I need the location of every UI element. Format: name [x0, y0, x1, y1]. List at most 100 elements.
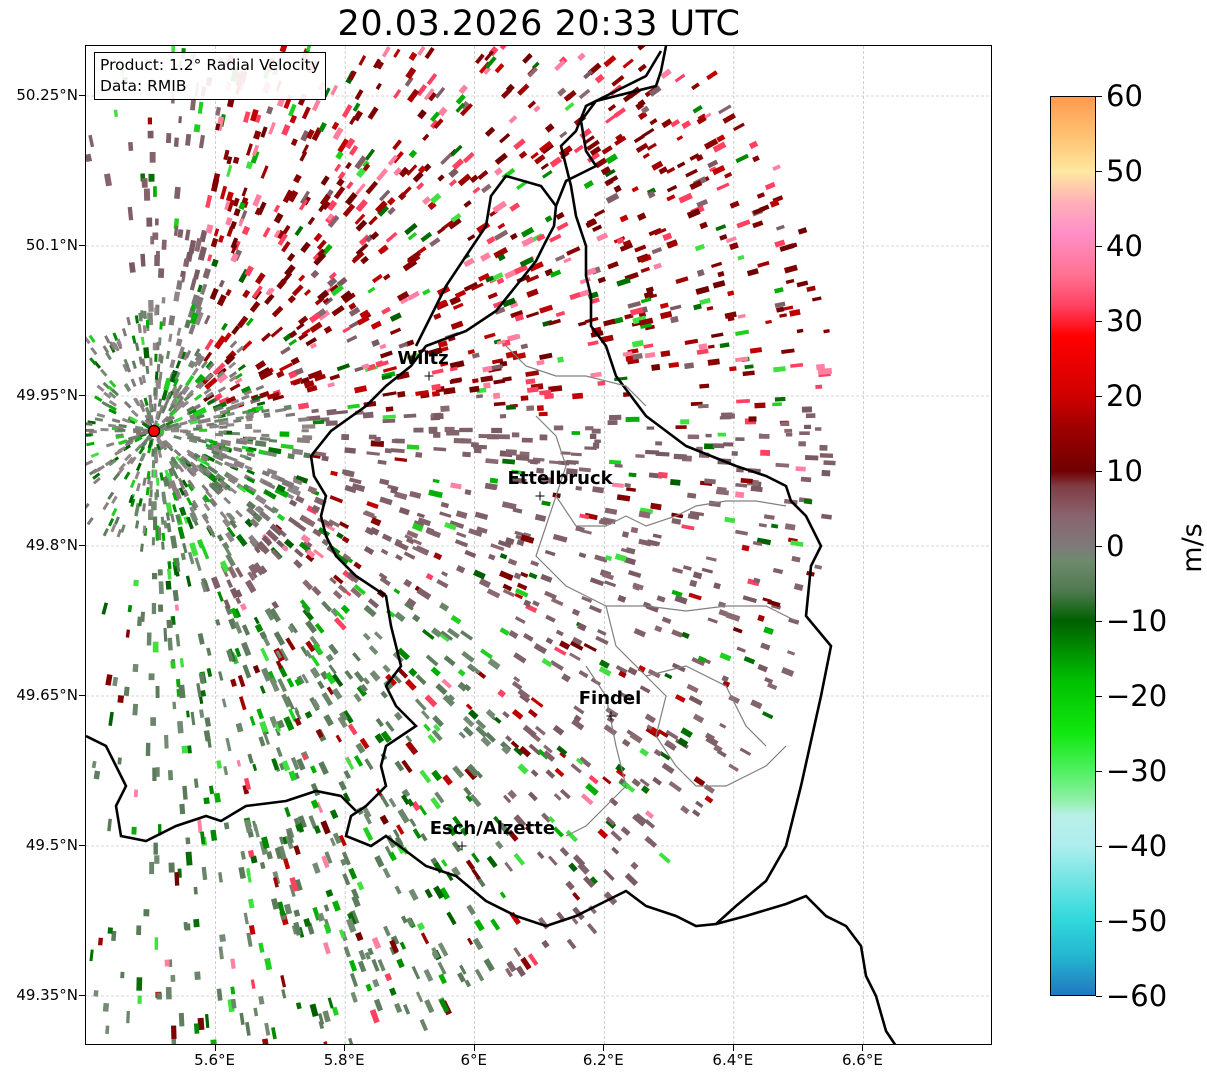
echo-cell [689, 153, 700, 161]
echo-cell [247, 408, 257, 413]
echo-cell [475, 53, 485, 65]
echo-cell [107, 818, 112, 832]
echo-cell [463, 200, 472, 208]
echo-cell [353, 755, 364, 767]
echo-cell [430, 666, 441, 677]
echo-cell [413, 427, 424, 433]
echo-cell [452, 815, 464, 829]
lon-tick-label: 6.6°E [842, 1051, 883, 1069]
lat-tick [79, 395, 85, 396]
echo-cell [333, 617, 347, 631]
echo-cell [424, 888, 433, 899]
echo-cell [283, 858, 291, 870]
echo-cell [287, 625, 295, 634]
echo-cell [107, 927, 113, 934]
echo-cell [379, 794, 390, 808]
echo-cell [438, 998, 450, 1014]
lon-tick-label: 5.6°E [194, 1051, 235, 1069]
echo-cell [114, 516, 120, 525]
echo-cell [547, 855, 558, 866]
echo-cell [635, 812, 648, 824]
echo-cell [556, 745, 568, 756]
echo-cell [380, 690, 389, 699]
echo-cell [118, 439, 127, 445]
echo-cell [684, 338, 699, 346]
echo-cell [334, 163, 342, 172]
echo-cell [139, 453, 146, 462]
echo-cell [513, 814, 527, 828]
echo-cell [530, 697, 544, 708]
lat-tick-label: 49.35°N [16, 986, 78, 1004]
echo-cell [96, 384, 105, 392]
echo-cell [185, 350, 192, 359]
echo-cell [428, 92, 437, 102]
echo-cell [465, 103, 473, 111]
echo-cell [246, 143, 253, 156]
echo-cell [544, 590, 557, 600]
echo-cell [548, 460, 562, 465]
echo-cell [219, 425, 228, 429]
echo-cell [603, 55, 617, 68]
echo-cell [425, 654, 439, 667]
echo-cell [660, 350, 671, 358]
echo-cell [603, 318, 616, 327]
echo-cell [514, 588, 529, 598]
echo-cell [484, 50, 494, 62]
echo-cell [489, 477, 499, 484]
echo-cell [694, 243, 706, 252]
echo-cell [460, 630, 474, 641]
echo-cell [151, 603, 157, 614]
echo-cell [575, 525, 585, 533]
echo-cell [289, 114, 298, 124]
echo-cell [632, 352, 643, 360]
echo-cell [541, 500, 551, 507]
echo-cell [229, 587, 240, 599]
echo-cell [216, 370, 225, 379]
radar-map[interactable]: Wiltz Ettelbruck Findel Esch/Alzette [85, 45, 992, 1045]
echo-cell [671, 589, 683, 598]
echo-cell [573, 144, 584, 154]
echo-cell [588, 604, 602, 614]
echo-cell [174, 186, 181, 200]
echo-cell [332, 673, 344, 688]
echo-cell [301, 106, 311, 120]
echo-cell [254, 440, 267, 447]
echo-cell [129, 479, 136, 489]
echo-cell [186, 452, 199, 462]
echo-cell [348, 1037, 355, 1044]
echo-cell [532, 600, 540, 607]
echo-cell [226, 156, 233, 165]
echo-cell [305, 640, 316, 653]
echo-cell [229, 456, 238, 463]
echo-cell [193, 311, 204, 326]
echo-cell [262, 731, 271, 746]
echo-cell [449, 360, 465, 370]
lon-tick [603, 1045, 605, 1051]
echo-cell [397, 808, 410, 824]
echo-cell [245, 506, 257, 517]
echo-cell [221, 541, 230, 550]
echo-cell [132, 434, 141, 440]
echo-cell [799, 431, 810, 436]
echo-cell [181, 275, 186, 283]
echo-cell [102, 345, 110, 354]
echo-cell [514, 592, 523, 600]
echo-cell [92, 472, 101, 480]
echo-cell [301, 424, 316, 429]
echo-cell [374, 733, 385, 744]
echo-cell [298, 199, 308, 211]
echo-cell [727, 290, 735, 297]
echo-cell [393, 88, 402, 99]
echo-cell [373, 631, 383, 640]
echo-cell [710, 332, 724, 338]
echo-cell [173, 424, 182, 429]
echo-cell [151, 572, 158, 580]
echo-cell [273, 212, 284, 224]
colorbar-tick-label: −40 [1106, 829, 1168, 863]
echo-cell [214, 405, 223, 411]
echo-cell [241, 225, 251, 236]
echo-cell [227, 512, 236, 521]
echo-cell [189, 420, 199, 425]
echo-cell [252, 144, 260, 157]
echo-cell [695, 154, 704, 162]
